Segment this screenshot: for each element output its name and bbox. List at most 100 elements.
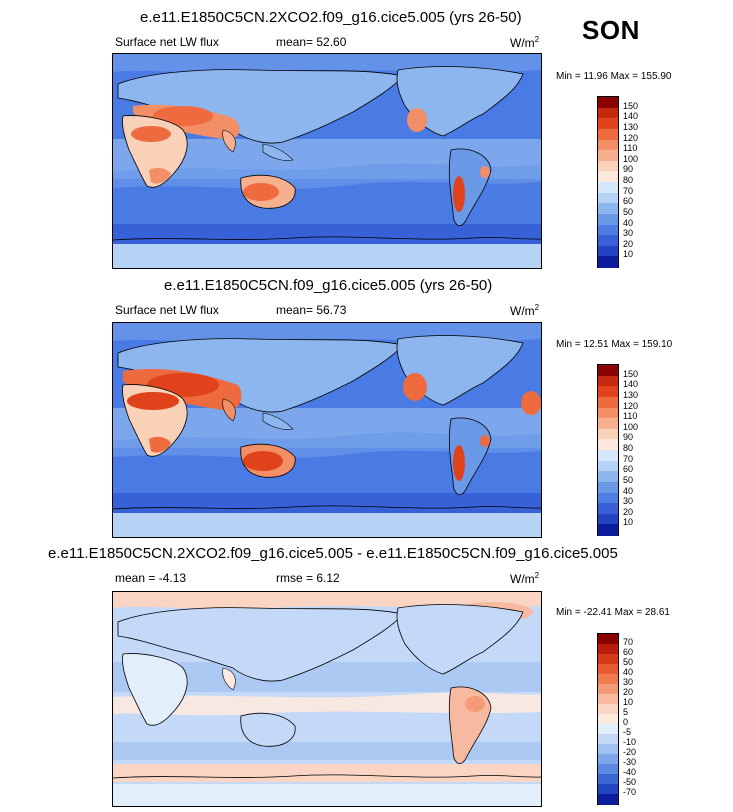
colorbar-tick-label: 140 [623, 111, 639, 122]
colorbar-segment [598, 684, 618, 695]
panel1-mean-label: mean= [276, 35, 314, 49]
colorbar-tick-label: 30 [623, 228, 634, 239]
panel2-unit: W/m2 [510, 303, 539, 318]
colorbar-segment [598, 492, 618, 504]
panel3-rmse-label: rmse = [276, 571, 314, 585]
colorbar-tick-label: 50 [623, 474, 634, 485]
colorbar-tick-label: 30 [623, 496, 634, 507]
panel1-mean-value: 52.60 [316, 35, 347, 49]
colorbar-segment [598, 128, 618, 140]
colorbar-segment [598, 375, 618, 387]
panel2-unit-sup: 2 [534, 303, 540, 312]
colorbar-tick-label: 30 [623, 677, 634, 687]
colorbar-segment [598, 139, 618, 151]
colorbar-segment [598, 724, 618, 735]
colorbar-segment [598, 460, 618, 472]
panel1-map [112, 53, 542, 269]
colorbar-tick-label: 100 [623, 153, 639, 164]
colorbar-segment [598, 450, 618, 462]
panel2-mean: mean= 56.73 [276, 303, 346, 317]
colorbar-tick-label: 110 [623, 143, 638, 154]
colorbar-tick-label: 40 [623, 667, 634, 677]
colorbar-segment [598, 396, 618, 408]
colorbar-tick-label: -10 [623, 737, 637, 747]
colorbar-tick-label: 90 [623, 164, 634, 175]
panel3-mean-value: -4.13 [158, 571, 187, 585]
panel3-title: e.e11.E1850C5CN.2XCO2.f09_g16.cice5.005 … [48, 545, 618, 562]
panel3-colorbar [597, 633, 619, 805]
panel2-variable: Surface net LW flux [115, 303, 219, 317]
panel2-colorbar [597, 364, 619, 536]
colorbar-tick-label: 120 [623, 132, 639, 143]
panel1-unit-sup: 2 [534, 35, 540, 44]
panel2-map-svg [113, 323, 541, 537]
colorbar-segment [598, 754, 618, 765]
colorbar-tick-label: 0 [623, 717, 629, 727]
panel3-unit: W/m2 [510, 571, 539, 586]
panel1-mean: mean= 52.60 [276, 35, 346, 49]
colorbar-tick-label: 40 [623, 485, 634, 496]
colorbar-segment [598, 213, 618, 225]
panel3-unit-sup: 2 [534, 571, 540, 580]
colorbar-segment [598, 182, 618, 194]
colorbar-tick-label: 5 [623, 707, 629, 717]
colorbar-segment [598, 744, 618, 755]
colorbar-tick-label: 130 [623, 389, 639, 400]
colorbar-tick-label: 40 [623, 217, 634, 228]
colorbar-tick-label: 70 [623, 453, 634, 464]
colorbar-tick-label: -30 [623, 757, 637, 767]
panel3-rmse: rmse = 6.12 [276, 571, 340, 585]
colorbar-tick-label: -5 [623, 727, 632, 737]
colorbar-segment [598, 428, 618, 440]
colorbar-tick-label: 80 [623, 443, 634, 453]
colorbar-segment [598, 524, 618, 536]
colorbar-segment [598, 97, 618, 109]
colorbar-segment [598, 704, 618, 715]
panel2-title: e.e11.E1850C5CN.f09_g16.cice5.005 (yrs 2… [164, 277, 493, 294]
colorbar-tick-label: 100 [623, 421, 639, 432]
colorbar-tick-label: 10 [623, 517, 634, 528]
colorbar-segment [598, 503, 618, 515]
colorbar-tick-label: -70 [623, 787, 637, 797]
colorbar-segment [598, 764, 618, 775]
colorbar-segment [598, 407, 618, 419]
colorbar-segment [598, 171, 618, 183]
colorbar-segment [598, 256, 618, 268]
colorbar-tick-label: 80 [623, 175, 634, 185]
colorbar-tick-label: 10 [623, 697, 634, 707]
colorbar-segment [598, 418, 618, 430]
colorbar-tick-label: 90 [623, 432, 634, 443]
colorbar-tick-label: 150 [623, 368, 639, 379]
colorbar-tick-label: 20 [623, 687, 634, 697]
colorbar-tick-label: -20 [623, 747, 637, 757]
colorbar-segment [598, 439, 618, 451]
colorbar-tick-label: 120 [623, 400, 639, 411]
colorbar-tick-label: 20 [623, 506, 634, 517]
colorbar-tick-label: 140 [623, 379, 639, 390]
panel2-mean-label: mean= [276, 303, 314, 317]
colorbar-segment [598, 714, 618, 725]
colorbar-segment [598, 513, 618, 525]
colorbar-segment [598, 644, 618, 655]
panel1-unit-text: W/m [510, 36, 535, 50]
colorbar-segment [598, 160, 618, 172]
colorbar-segment [598, 481, 618, 493]
colorbar-segment [598, 245, 618, 257]
colorbar-tick-label: 60 [623, 196, 634, 207]
colorbar-tick-label: 150 [623, 100, 639, 111]
panel1-title: e.e11.E1850C5CN.2XCO2.f09_g16.cice5.005 … [140, 9, 522, 26]
panel1-minmax: Min = 11.96 Max = 155.90 [556, 71, 672, 82]
colorbar-tick-label: 130 [623, 121, 639, 132]
colorbar-segment [598, 118, 618, 130]
panel2-mean-value: 56.73 [316, 303, 347, 317]
panel2-map [112, 322, 542, 538]
colorbar-segment [598, 674, 618, 685]
season-label: SON [582, 15, 640, 45]
colorbar-segment [598, 471, 618, 483]
colorbar-segment [598, 150, 618, 162]
colorbar-segment [598, 634, 618, 645]
panel1-unit: W/m2 [510, 35, 539, 50]
colorbar-segment [598, 734, 618, 745]
colorbar-segment [598, 235, 618, 247]
colorbar-tick-label: 20 [623, 238, 634, 249]
